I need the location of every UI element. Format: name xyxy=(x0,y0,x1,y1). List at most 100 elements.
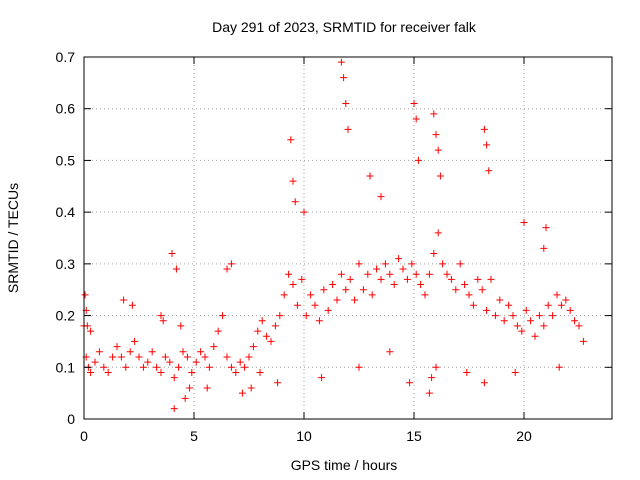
data-point xyxy=(557,301,565,309)
data-point xyxy=(181,394,189,402)
data-points xyxy=(80,58,587,413)
data-point xyxy=(241,363,249,371)
data-point xyxy=(340,74,348,82)
data-point xyxy=(153,363,161,371)
x-tick-label: 5 xyxy=(190,428,198,444)
data-point xyxy=(128,301,136,309)
data-point xyxy=(491,312,499,320)
data-point xyxy=(485,167,493,175)
data-point xyxy=(318,374,326,382)
data-point xyxy=(223,353,231,361)
data-point xyxy=(135,353,143,361)
data-point xyxy=(238,389,246,397)
data-point xyxy=(289,281,297,289)
data-point xyxy=(95,348,103,356)
data-point xyxy=(126,348,134,356)
data-point xyxy=(509,312,517,320)
data-point xyxy=(483,141,491,149)
plot-frame xyxy=(83,56,613,420)
data-point xyxy=(414,156,422,164)
data-point xyxy=(355,363,363,371)
y-axis-label: SRMTID / TECUs xyxy=(5,183,21,293)
data-point xyxy=(439,260,447,268)
data-point xyxy=(408,260,416,268)
data-point xyxy=(219,312,227,320)
data-point xyxy=(344,125,352,133)
data-point xyxy=(203,384,211,392)
axis-ticks xyxy=(83,56,612,420)
data-point xyxy=(104,368,112,376)
data-point xyxy=(117,353,125,361)
data-point xyxy=(428,374,436,382)
x-tick-label: 15 xyxy=(406,428,422,444)
data-point xyxy=(227,260,235,268)
data-point xyxy=(267,337,275,345)
data-point xyxy=(359,286,367,294)
data-point xyxy=(289,177,297,185)
data-point xyxy=(342,286,350,294)
data-point xyxy=(351,296,359,304)
y-tick-label: 0.7 xyxy=(56,49,76,65)
data-point xyxy=(535,312,543,320)
data-point xyxy=(168,250,176,258)
data-point xyxy=(227,363,235,371)
data-point xyxy=(177,322,185,330)
data-point xyxy=(417,281,425,289)
x-tick-label: 0 xyxy=(80,428,88,444)
data-point xyxy=(434,229,442,237)
data-point xyxy=(161,353,169,361)
y-tick-label: 0.2 xyxy=(56,308,76,324)
data-point xyxy=(386,270,394,278)
data-point xyxy=(186,384,194,392)
data-point xyxy=(452,286,460,294)
y-tick-label: 0.1 xyxy=(56,359,76,375)
data-point xyxy=(410,100,418,108)
data-point xyxy=(522,306,530,314)
data-point xyxy=(465,291,473,299)
data-point xyxy=(232,368,240,376)
x-tick-labels: 0 5 10 15 20 xyxy=(80,428,532,444)
data-point xyxy=(329,281,337,289)
data-point xyxy=(188,368,196,376)
data-point xyxy=(425,389,433,397)
data-point xyxy=(214,327,222,335)
data-point xyxy=(518,327,526,335)
data-point xyxy=(373,265,381,273)
data-point xyxy=(81,291,89,299)
data-point xyxy=(276,312,284,320)
data-point xyxy=(280,291,288,299)
data-point xyxy=(159,317,167,325)
data-point xyxy=(555,363,563,371)
data-point xyxy=(254,327,262,335)
data-point xyxy=(249,343,257,351)
data-point xyxy=(172,265,180,273)
data-point xyxy=(144,358,152,366)
data-point xyxy=(87,368,95,376)
data-point xyxy=(386,348,394,356)
data-point xyxy=(549,312,557,320)
y-tick-labels: 0 0.1 0.2 0.3 0.4 0.5 0.6 0.7 xyxy=(56,49,76,427)
data-point xyxy=(434,146,442,154)
data-point xyxy=(183,353,191,361)
data-point xyxy=(157,312,165,320)
data-point xyxy=(223,265,231,273)
data-point xyxy=(364,270,372,278)
data-point xyxy=(366,172,374,180)
data-point xyxy=(480,379,488,387)
data-point xyxy=(179,348,187,356)
data-point xyxy=(120,296,128,304)
x-tick-label: 20 xyxy=(516,428,532,444)
data-point xyxy=(540,322,548,330)
data-point xyxy=(421,291,429,299)
data-point xyxy=(432,131,440,139)
data-point xyxy=(430,250,438,258)
data-point xyxy=(157,368,165,376)
data-point xyxy=(320,286,328,294)
data-point xyxy=(307,291,315,299)
y-tick-label: 0 xyxy=(67,411,75,427)
data-point xyxy=(170,405,178,413)
x-tick-label: 10 xyxy=(296,428,312,444)
data-point xyxy=(91,358,99,366)
data-point xyxy=(175,363,183,371)
